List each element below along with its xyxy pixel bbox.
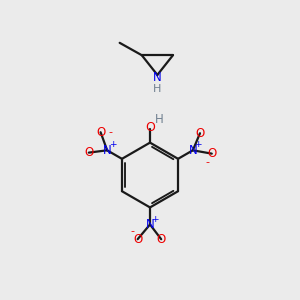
Text: N: N xyxy=(188,144,197,157)
Text: O: O xyxy=(207,147,216,160)
Text: +: + xyxy=(109,140,116,149)
Text: O: O xyxy=(195,127,205,140)
Text: +: + xyxy=(152,215,159,224)
Text: N: N xyxy=(153,71,162,84)
Text: H: H xyxy=(155,112,164,126)
Text: O: O xyxy=(145,121,155,134)
Text: N: N xyxy=(103,144,112,157)
Text: O: O xyxy=(157,233,166,246)
Text: O: O xyxy=(84,146,93,159)
Text: -: - xyxy=(108,127,112,137)
Text: -: - xyxy=(205,158,209,167)
Text: +: + xyxy=(194,140,202,149)
Text: N: N xyxy=(146,218,154,231)
Text: O: O xyxy=(96,126,105,139)
Text: H: H xyxy=(153,84,161,94)
Text: -: - xyxy=(130,226,134,236)
Text: O: O xyxy=(133,233,142,246)
